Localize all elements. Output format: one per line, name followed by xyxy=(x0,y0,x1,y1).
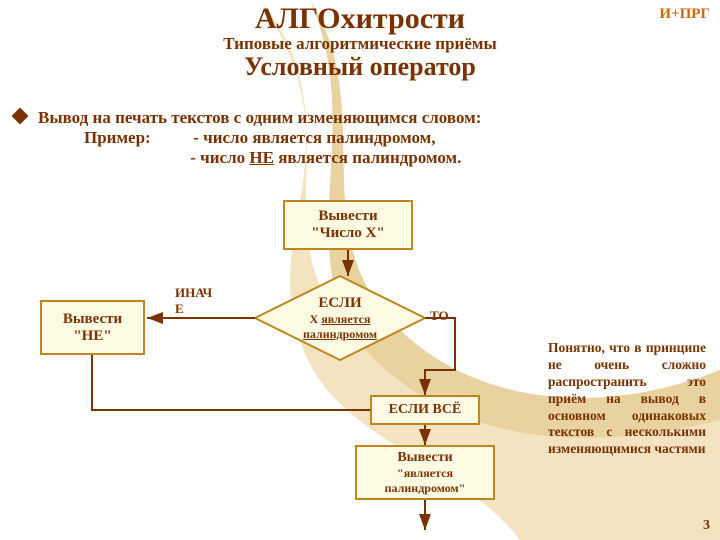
edge-label-then: ТО xyxy=(430,308,449,324)
node-output-ne-l2: "НЕ" xyxy=(73,328,111,345)
diamond-bullet-icon xyxy=(12,108,29,125)
page-subtitle-2: Условный оператор xyxy=(0,52,720,82)
node-condition-l1: ЕСЛИ xyxy=(318,295,361,312)
node-output-number-l1: Вывести xyxy=(318,208,377,225)
intro-block: Вывод на печать текстов с одним изменяющ… xyxy=(14,108,704,169)
example-label: Пример: xyxy=(84,128,151,147)
example-line-1: - число является палиндромом, xyxy=(193,128,435,147)
node-output-palindrome: Вывести "является палиндромом" xyxy=(355,445,495,500)
page-title: АЛГОхитрости xyxy=(0,2,720,36)
node-output-number-l2: "Число X" xyxy=(311,225,384,242)
node-output-palindrome-l3: палиндромом" xyxy=(385,481,466,496)
page-number: 3 xyxy=(703,518,710,534)
edge-label-else: ИНАЧ Е xyxy=(175,285,225,317)
node-endif: ЕСЛИ ВСЁ xyxy=(370,395,480,425)
corner-tag: И+ПРГ xyxy=(659,6,710,23)
node-condition: ЕСЛИ X является палиндромом xyxy=(265,290,415,346)
page-subtitle-1: Типовые алгоритмические приёмы xyxy=(0,34,720,54)
example-line-2b: является палиндромом. xyxy=(274,148,461,167)
edge-label-else-l2: Е xyxy=(175,301,184,316)
node-output-palindrome-l2: "является xyxy=(397,466,453,481)
node-output-number: Вывести "Число X" xyxy=(283,200,413,250)
node-output-ne-l1: Вывести xyxy=(63,311,122,328)
example-line-2a: - число xyxy=(190,148,249,167)
node-output-ne: Вывести "НЕ" xyxy=(40,300,145,355)
node-output-palindrome-l1: Вывести xyxy=(397,450,452,466)
edge-label-else-l1: ИНАЧ xyxy=(175,285,212,300)
node-endif-text: ЕСЛИ ВСЁ xyxy=(389,402,462,418)
example-line-2-underline: НЕ xyxy=(249,148,274,167)
intro-lead: Вывод на печать текстов с одним изменяющ… xyxy=(38,108,481,127)
side-note: Понятно, что в принципе не очень сложно … xyxy=(548,340,706,458)
node-condition-l3: палиндромом xyxy=(303,327,377,342)
node-condition-l2a: X xyxy=(310,312,322,326)
node-condition-l2b: является xyxy=(321,312,370,326)
